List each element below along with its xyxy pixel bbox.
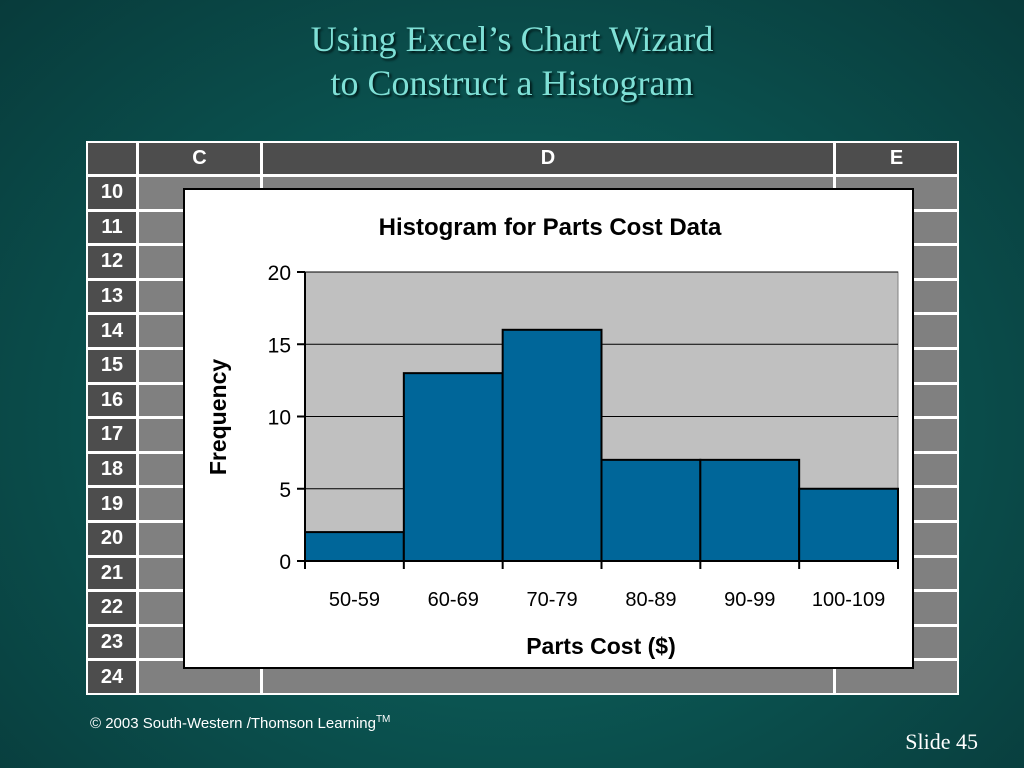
row-header-10[interactable]: 10 bbox=[88, 177, 136, 209]
y-tick-label-15: 15 bbox=[268, 334, 291, 357]
row-header-19[interactable]: 19 bbox=[88, 488, 136, 520]
histogram-chart[interactable]: Histogram for Parts Cost Data 0 5 10 15 20 5… bbox=[183, 188, 914, 669]
y-tick-label-5: 5 bbox=[279, 479, 291, 502]
row-header-11[interactable]: 11 bbox=[88, 211, 136, 244]
slide-title-line-1: Using Excel’s Chart Wizard bbox=[310, 19, 714, 59]
row-header-17[interactable]: 17 bbox=[88, 419, 136, 451]
x-tick-label-70-79: 70-79 bbox=[527, 589, 578, 611]
row-header-12[interactable]: 12 bbox=[88, 246, 136, 278]
column-header-e[interactable]: E bbox=[836, 143, 957, 174]
copyright-footer: © 2003 South-Western /Thomson LearningTM bbox=[90, 714, 390, 732]
row-header-23[interactable]: 23 bbox=[88, 626, 136, 659]
y-tick-label-10: 10 bbox=[268, 407, 291, 430]
x-tick-label-80-89: 80-89 bbox=[625, 589, 676, 611]
y-axis-label: Frequency bbox=[205, 359, 231, 476]
row-header-14[interactable]: 14 bbox=[88, 315, 136, 347]
bar-100-109[interactable] bbox=[798, 487, 900, 562]
row-header-16[interactable]: 16 bbox=[88, 384, 136, 417]
select-all-corner[interactable] bbox=[88, 143, 136, 174]
x-tick-label-50-59: 50-59 bbox=[329, 589, 380, 611]
column-header-d[interactable]: D bbox=[263, 143, 833, 174]
y-tick-label-0: 0 bbox=[279, 551, 291, 574]
bar-90-99[interactable] bbox=[699, 458, 801, 563]
x-tick-labels: 50-59 60-69 70-79 80-89 90-99 100-109 bbox=[329, 589, 885, 611]
trademark-mark: TM bbox=[375, 714, 391, 725]
bar-70-79[interactable] bbox=[501, 328, 603, 562]
bars-group bbox=[304, 328, 900, 563]
bar-60-69[interactable] bbox=[402, 372, 504, 562]
row-header-24[interactable]: 24 bbox=[88, 661, 136, 693]
x-tick-label-90-99: 90-99 bbox=[724, 589, 775, 611]
row-header-22[interactable]: 22 bbox=[88, 592, 136, 624]
bar-50-59[interactable] bbox=[304, 531, 405, 563]
x-axis-label: Parts Cost ($) bbox=[526, 633, 676, 659]
row-header-21[interactable]: 21 bbox=[88, 557, 136, 590]
row-header-15[interactable]: 15 bbox=[88, 350, 136, 382]
copyright-text: © 2003 South-Western /Thomson Learning bbox=[90, 715, 376, 732]
y-tick-labels: 0 5 10 15 20 bbox=[268, 262, 291, 574]
slide-title-line-2: to Construct a Histogram bbox=[330, 63, 694, 103]
slide-number: Slide 45 bbox=[905, 729, 978, 754]
row-header-13[interactable]: 13 bbox=[88, 280, 136, 313]
axes-group bbox=[297, 271, 899, 569]
y-tick-label-20: 20 bbox=[268, 262, 291, 285]
bar-80-89[interactable] bbox=[600, 458, 702, 563]
chart-title: Histogram for Parts Cost Data bbox=[379, 214, 722, 241]
x-tick-label-100-109: 100-109 bbox=[812, 589, 885, 611]
row-header-18[interactable]: 18 bbox=[88, 453, 136, 486]
x-tick-label-60-69: 60-69 bbox=[428, 589, 479, 611]
row-header-20[interactable]: 20 bbox=[88, 523, 136, 555]
column-header-c[interactable]: C bbox=[139, 143, 260, 174]
